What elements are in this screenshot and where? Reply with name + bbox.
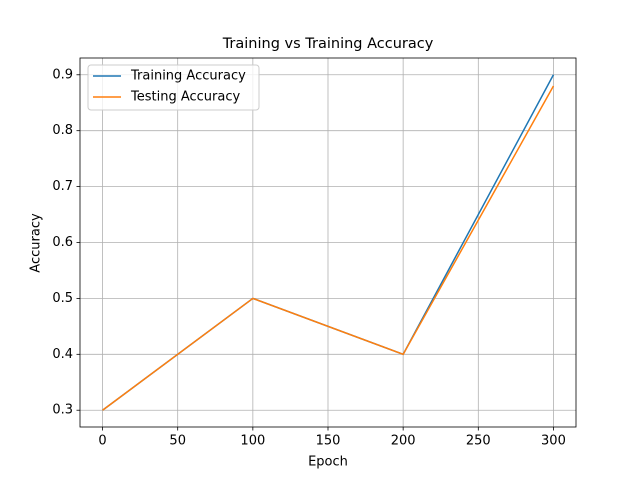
- y-tick-label: 0.4: [52, 347, 73, 362]
- series-line: [102, 85, 555, 411]
- legend-label: Testing Accuracy: [130, 90, 240, 105]
- x-axis-label: Epoch: [308, 455, 348, 470]
- y-tick-label: 0.6: [52, 235, 73, 250]
- legend-box: [87, 64, 260, 111]
- x-tick-label: 250: [466, 434, 491, 449]
- y-tick-label: 0.9: [52, 67, 73, 82]
- y-tick-label: 0.3: [52, 403, 73, 418]
- x-tick-label: 50: [169, 434, 186, 449]
- chart-title: Training vs Training Accuracy: [222, 36, 434, 52]
- legend-label: Training Accuracy: [130, 69, 246, 84]
- x-tick-label: 0: [98, 434, 106, 449]
- x-tick-label: 100: [240, 434, 265, 449]
- x-tick-label: 150: [316, 434, 341, 449]
- x-tick-label: 300: [541, 434, 566, 449]
- x-tick-label: 200: [391, 434, 416, 449]
- plot-frame: [79, 57, 577, 428]
- y-tick-label: 0.8: [52, 123, 73, 138]
- y-axis-label: Accuracy: [29, 213, 44, 273]
- legend: Training Accuracy Testing Accuracy: [87, 64, 260, 111]
- y-tick-label: 0.7: [52, 179, 73, 194]
- y-tick-label: 0.5: [52, 291, 73, 306]
